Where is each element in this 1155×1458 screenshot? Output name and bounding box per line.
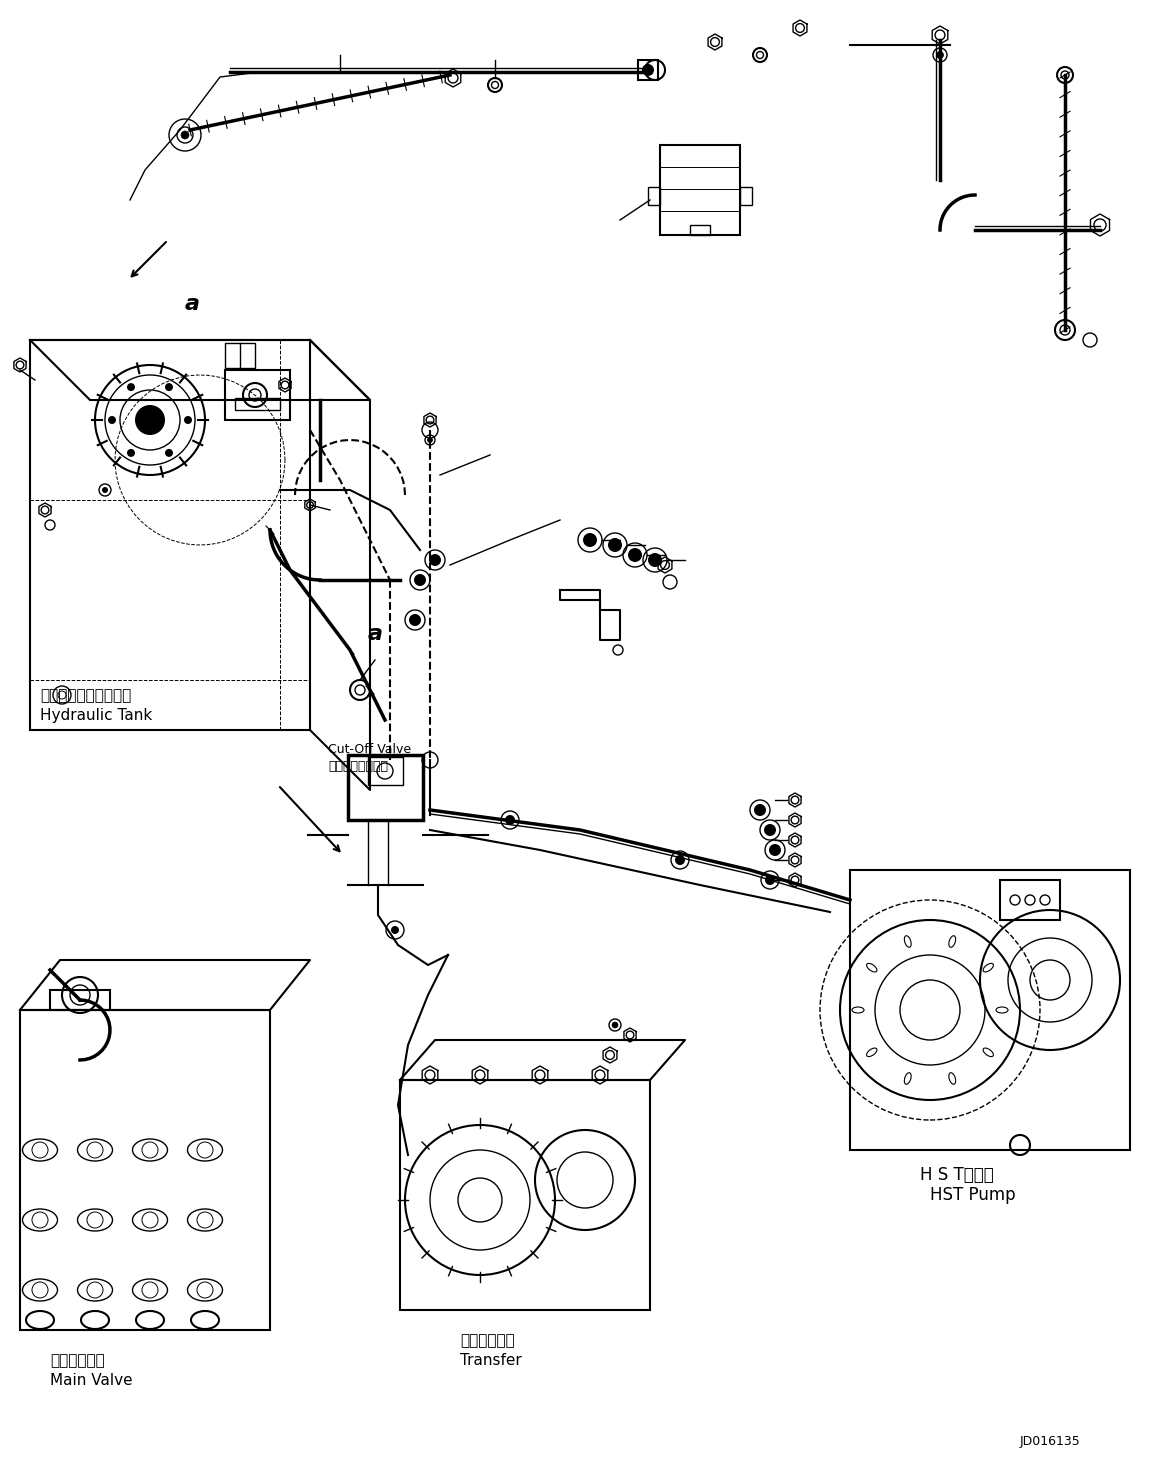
Bar (648, 187, 660, 206)
Text: JD016135: JD016135 (1019, 1435, 1080, 1448)
Bar (234, 398, 280, 410)
Circle shape (937, 51, 944, 58)
Circle shape (608, 538, 623, 553)
Bar (225, 370, 290, 420)
Text: a: a (368, 624, 383, 644)
Bar (740, 187, 752, 206)
Circle shape (127, 383, 135, 391)
Bar (690, 225, 710, 235)
Bar (660, 144, 740, 235)
Circle shape (165, 383, 173, 391)
Text: カットオフバルブ: カットオフバルブ (328, 760, 388, 773)
Circle shape (392, 926, 398, 935)
Circle shape (109, 416, 116, 424)
Bar (225, 343, 255, 367)
Circle shape (184, 416, 192, 424)
Bar (30, 340, 310, 730)
Text: a: a (185, 295, 200, 313)
Circle shape (102, 487, 109, 493)
Bar (400, 1080, 650, 1309)
Circle shape (429, 554, 441, 566)
Bar (50, 990, 110, 1010)
Bar (638, 60, 658, 80)
Text: Hydraulic Tank: Hydraulic Tank (40, 709, 152, 723)
Circle shape (127, 449, 135, 456)
Circle shape (642, 64, 654, 76)
Text: メインバルブ: メインバルブ (50, 1353, 105, 1368)
Text: Main Valve: Main Valve (50, 1373, 133, 1388)
Text: Cut-Off Valve: Cut-Off Valve (328, 744, 411, 757)
Circle shape (165, 449, 173, 456)
Circle shape (675, 854, 685, 865)
Circle shape (409, 614, 422, 625)
Circle shape (648, 553, 662, 567)
Circle shape (765, 875, 775, 885)
Circle shape (628, 548, 642, 561)
Text: H S Tポンプ: H S Tポンプ (921, 1166, 993, 1184)
Circle shape (505, 815, 515, 825)
Bar (348, 755, 423, 819)
Circle shape (583, 534, 597, 547)
Bar (1000, 881, 1060, 920)
Circle shape (181, 131, 189, 139)
Circle shape (135, 405, 165, 434)
Circle shape (427, 437, 432, 442)
Bar (20, 1010, 270, 1330)
Bar (368, 757, 403, 784)
Circle shape (754, 803, 766, 816)
Text: Transfer: Transfer (460, 1353, 522, 1368)
Text: トランスファ: トランスファ (460, 1333, 515, 1349)
Circle shape (769, 844, 781, 856)
Text: ハイドロリックタンク: ハイドロリックタンク (40, 688, 132, 703)
Circle shape (612, 1022, 618, 1028)
Circle shape (763, 824, 776, 835)
Circle shape (413, 574, 426, 586)
Text: HST Pump: HST Pump (930, 1185, 1015, 1204)
